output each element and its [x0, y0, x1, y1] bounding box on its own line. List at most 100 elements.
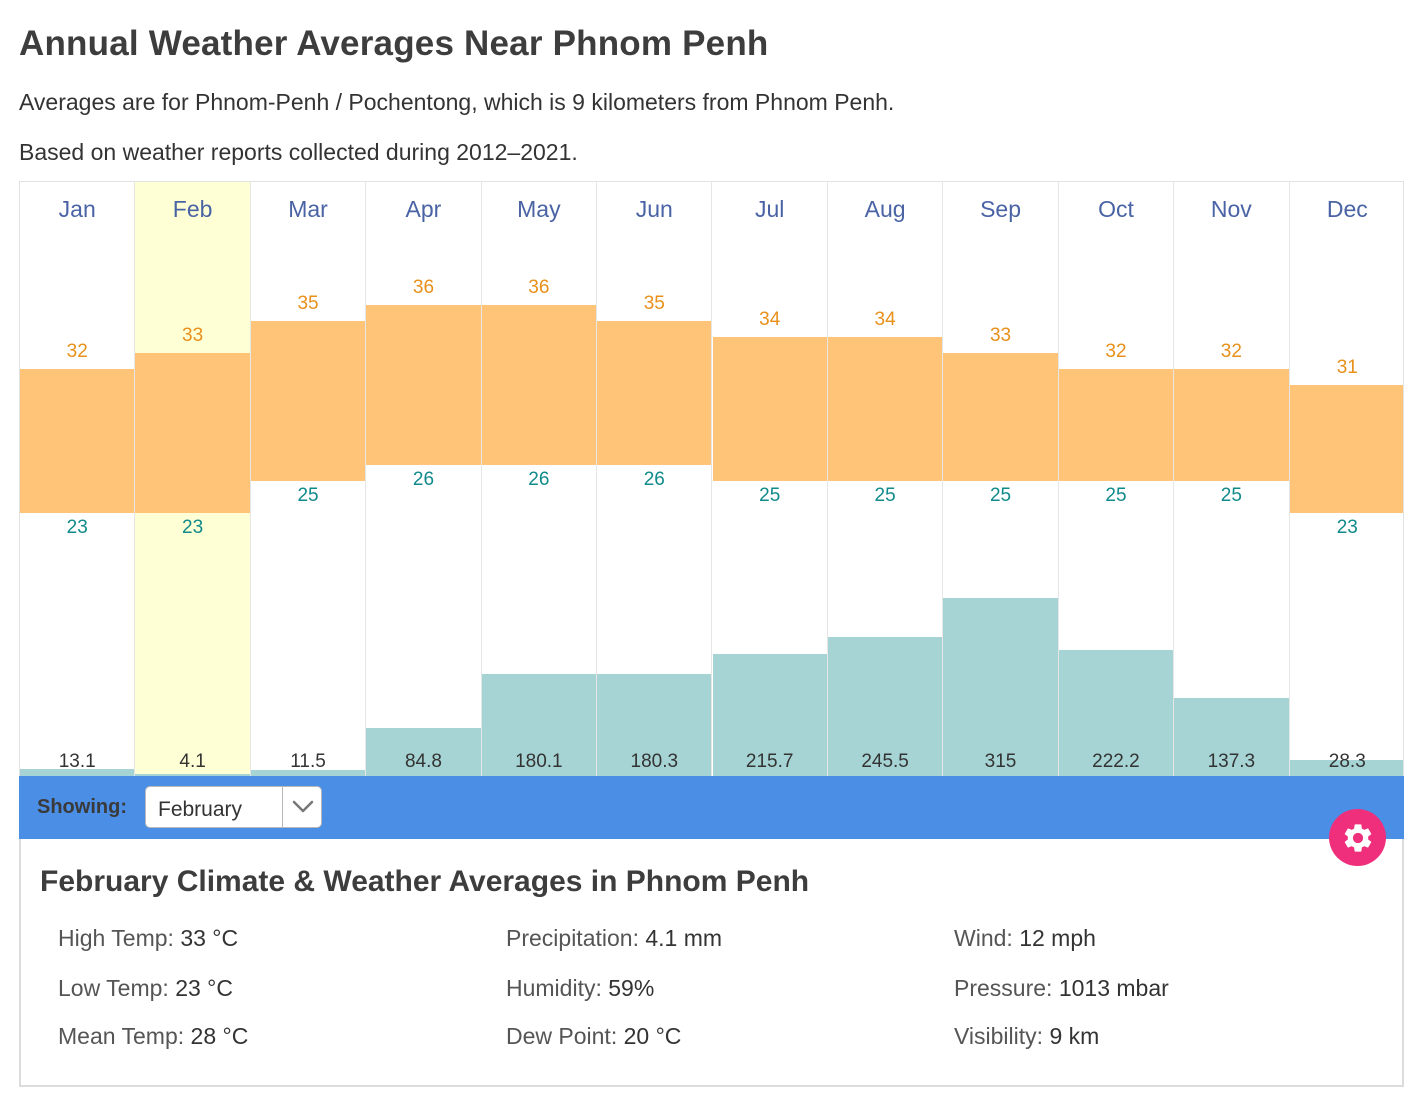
month-column-mar[interactable]: Mar 35 25 11.5 [250, 182, 367, 776]
stat-precipitation: Precipitation: 4.1 mm [506, 925, 722, 952]
temp-range-bar [20, 369, 135, 513]
details-title: February Climate & Weather Averages in P… [40, 865, 810, 898]
low-temp-label: 25 [297, 485, 319, 506]
stat-label: High Temp: [58, 925, 181, 951]
precipitation-bar [481, 674, 597, 776]
low-temp-label: 23 [182, 517, 204, 538]
stat-value: 9 km [1049, 1023, 1100, 1049]
precipitation-bar [20, 768, 135, 776]
high-temp-label: 34 [759, 309, 781, 330]
precipitation-label: 180.1 [515, 751, 563, 772]
precipitation-label: 11.5 [290, 751, 326, 772]
stat-humidity: Humidity: 59% [506, 975, 654, 1002]
stat-dew-point: Dew Point: 20 °C [506, 1023, 681, 1050]
stat-label: Low Temp: [58, 975, 176, 1001]
high-temp-label: 36 [412, 277, 435, 298]
station-note: Averages are for Phnom-Penh / Pochentong… [19, 89, 895, 115]
stat-label: Precipitation: [506, 925, 646, 951]
precipitation-bar [250, 769, 366, 776]
precipitation-label: 180.3 [630, 751, 679, 772]
month-label: Jul [755, 196, 785, 222]
temp-range-bar [1174, 369, 1289, 481]
stat-value: 59% [608, 975, 655, 1001]
temp-range-bar [1289, 385, 1403, 513]
stat-value: 1013 mbar [1058, 975, 1169, 1001]
precipitation-bar [135, 773, 250, 776]
low-temp-label: 25 [1220, 485, 1242, 506]
month-column-oct[interactable]: Oct 32 25 222.2 [1058, 182, 1175, 776]
precipitation-label: 137.3 [1207, 751, 1256, 772]
stat-value: 4.1 mm [645, 925, 723, 951]
temp-range-bar [1058, 369, 1174, 481]
month-column-nov[interactable]: Nov 32 25 137.3 [1174, 182, 1290, 776]
stat-label: Dew Point: [506, 1023, 624, 1049]
high-temp-label: 33 [182, 325, 204, 346]
month-column-sep[interactable]: Sep 33 25 315 [943, 182, 1059, 776]
month-label: Feb [172, 196, 213, 222]
stat-value: 33 °C [180, 925, 239, 951]
month-select-value: February [158, 798, 243, 821]
precipitation-bar [597, 674, 712, 776]
precipitation-label: 245.5 [861, 751, 909, 772]
high-temp-label: 33 [989, 325, 1012, 346]
stat-value: 20 °C [623, 1023, 682, 1049]
showing-label: Showing: [37, 796, 127, 818]
high-temp-label: 35 [297, 293, 319, 314]
temp-range-bar [597, 321, 712, 465]
month-label: Nov [1210, 196, 1252, 222]
low-temp-label: 23 [66, 517, 88, 538]
month-column-feb[interactable]: Feb 33 23 4.1 [135, 182, 251, 776]
month-column-apr[interactable]: Apr 36 26 84.8 [366, 182, 482, 776]
precipitation-label: 215.7 [745, 751, 794, 772]
month-label: Oct [1098, 196, 1134, 222]
month-column-aug[interactable]: Aug 34 25 245.5 [827, 182, 944, 776]
high-temp-label: 32 [66, 341, 88, 362]
month-column-jan[interactable]: Jan 32 23 13.1 [20, 182, 136, 776]
precipitation-bar [1058, 650, 1174, 776]
high-temp-label: 35 [643, 293, 665, 314]
stat-visibility: Visibility: 9 km [954, 1023, 1099, 1050]
month-column-jul[interactable]: Jul 34 25 215.7 [712, 182, 828, 776]
settings-button[interactable] [1329, 809, 1386, 866]
month-label: Jan [58, 196, 96, 222]
low-temp-label: 25 [989, 485, 1012, 506]
precipitation-bar [827, 637, 943, 776]
temp-range-bar [827, 337, 943, 481]
high-temp-label: 32 [1220, 341, 1242, 362]
stat-low-temp: Low Temp: 23 °C [58, 975, 233, 1002]
month-column-dec[interactable]: Dec 31 23 28.3 [1289, 182, 1403, 776]
month-column-jun[interactable]: Jun 35 26 180.3 [597, 182, 713, 776]
precipitation-label: 28.3 [1328, 751, 1366, 772]
temp-range-bar [943, 353, 1058, 481]
stat-high-temp: High Temp: 33 °C [58, 925, 238, 952]
high-temp-label: 31 [1336, 357, 1358, 378]
month-details-panel: February Climate & Weather Averages in P… [19, 839, 1404, 1087]
high-temp-label: 36 [528, 277, 550, 298]
low-temp-label: 25 [759, 485, 781, 506]
temp-range-bar [366, 305, 481, 465]
month-column-may[interactable]: May 36 26 180.1 [481, 182, 598, 776]
high-temp-label: 34 [874, 309, 896, 330]
precipitation-bar [1174, 698, 1289, 776]
month-select[interactable]: February [145, 786, 322, 828]
stat-value: 23 °C [175, 975, 233, 1001]
stat-label: Mean Temp: [58, 1023, 191, 1049]
stat-label: Wind: [954, 925, 1020, 951]
gear-icon [1344, 823, 1371, 852]
temp-range-bar [481, 305, 597, 465]
precipitation-label: 13.1 [58, 751, 96, 772]
precipitation-label: 222.2 [1092, 751, 1140, 772]
low-temp-label: 26 [412, 469, 435, 490]
temp-range-bar [135, 353, 250, 513]
low-temp-label: 26 [643, 469, 665, 490]
precipitation-bar [366, 728, 481, 776]
month-label: May [517, 196, 561, 222]
low-temp-label: 26 [528, 469, 550, 490]
precipitation-bar [1289, 760, 1403, 776]
month-label: Mar [288, 196, 328, 222]
precipitation-label: 4.1 [179, 751, 206, 772]
month-label: Sep [980, 196, 1021, 222]
low-temp-label: 23 [1336, 517, 1358, 538]
stat-label: Humidity: [506, 975, 609, 1001]
precipitation-bar [943, 598, 1058, 776]
